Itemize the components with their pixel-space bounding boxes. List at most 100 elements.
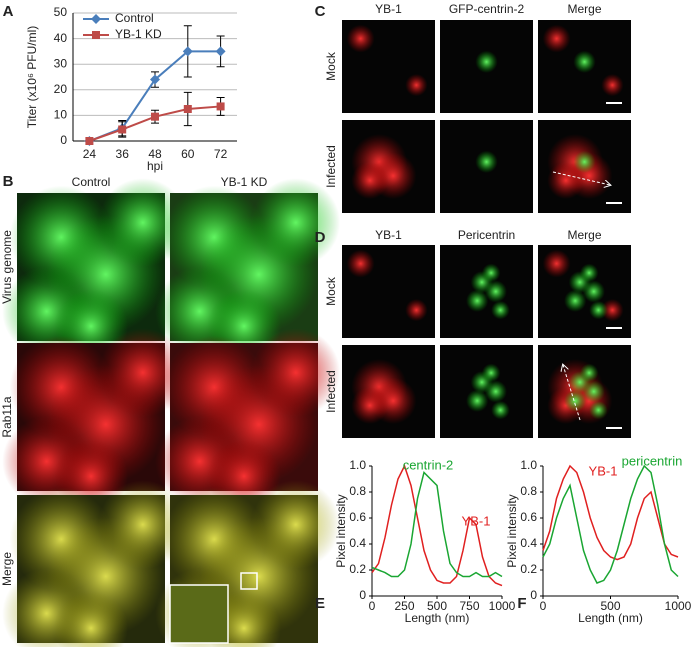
y-tick-label: 0	[530, 588, 537, 602]
signal	[346, 24, 375, 53]
label: Merge	[567, 2, 601, 16]
series-label: pericentrin	[622, 453, 683, 468]
y-tick-label: 0.6	[349, 510, 366, 524]
line	[89, 50, 221, 142]
y-axis-title: Titer (x10⁶ PFU/ml)	[25, 26, 39, 129]
y-tick-label: 10	[54, 108, 68, 122]
y-axis-title: Pixel intensity	[505, 494, 519, 567]
y-tick-label: 0	[60, 133, 67, 147]
x-axis-title: Length (nm)	[405, 611, 470, 625]
line	[371, 471, 503, 578]
marker	[215, 46, 226, 57]
legend-label: YB-1 KD	[115, 27, 162, 41]
label: Virus genome	[0, 230, 14, 304]
y-tick-label: 0.8	[520, 484, 537, 498]
signal	[573, 50, 596, 74]
signal	[484, 280, 507, 303]
y-tick-label: 0.8	[349, 484, 366, 498]
marker	[85, 137, 94, 145]
label: A	[3, 3, 14, 20]
label: C	[315, 3, 326, 20]
signal	[351, 161, 389, 200]
micrographs	[2, 20, 631, 647]
label: Infected	[324, 370, 338, 413]
inset-box	[240, 572, 258, 590]
x-tick-label: 72	[214, 147, 228, 161]
y-tick-label: 0.4	[520, 536, 537, 550]
signal	[547, 161, 585, 200]
x-tick-label: 1000	[665, 599, 692, 613]
signal	[582, 380, 605, 403]
signal	[481, 263, 501, 283]
marker	[91, 14, 101, 24]
signal	[573, 150, 596, 174]
x-tick-label: 60	[181, 147, 195, 161]
label: Mock	[324, 51, 338, 81]
y-axis-title: Pixel intensity	[334, 494, 348, 567]
y-tick-label: 20	[54, 82, 68, 96]
line	[371, 464, 503, 587]
signal	[491, 300, 510, 320]
series-label: centrin-2	[403, 457, 454, 472]
signal	[564, 289, 587, 312]
x-tick-label: 1000	[489, 599, 516, 613]
signal	[589, 400, 608, 420]
marker	[118, 125, 127, 134]
line	[542, 464, 679, 584]
x-tick-label: 500	[427, 599, 447, 613]
signal	[466, 389, 489, 412]
y-tick-label: 0	[359, 588, 366, 602]
label: E	[315, 595, 325, 612]
signal	[405, 298, 428, 322]
marker	[182, 46, 193, 57]
signal	[475, 50, 498, 74]
signal	[579, 363, 599, 383]
x-tick-label: 24	[83, 147, 97, 161]
signal	[542, 24, 571, 53]
signal	[251, 178, 341, 267]
x-axis-title: hpi	[147, 159, 163, 173]
signal	[579, 263, 599, 283]
arrow	[563, 365, 581, 421]
y-tick-label: 0.4	[349, 536, 366, 550]
signal	[491, 400, 510, 420]
series-label: YB-1	[462, 513, 491, 528]
signal	[251, 480, 341, 569]
signal	[582, 280, 605, 303]
signal	[564, 389, 587, 412]
y-tick-label: 1.0	[349, 458, 366, 472]
y-tick-label: 40	[54, 31, 68, 45]
label: F	[517, 595, 526, 612]
line	[542, 464, 679, 561]
marker	[183, 105, 192, 113]
x-axis-title: Length (nm)	[578, 611, 643, 625]
x-tick-label: 48	[148, 147, 162, 161]
label: YB-1	[375, 2, 402, 16]
signal	[475, 150, 498, 174]
label: D	[315, 229, 326, 246]
signal	[484, 380, 507, 403]
label: Mock	[324, 276, 338, 306]
x-tick-label: 36	[116, 147, 130, 161]
marker	[216, 102, 225, 111]
signal	[405, 73, 428, 97]
label: Pericentrin	[458, 228, 515, 242]
signal	[589, 300, 608, 320]
signal	[466, 289, 489, 312]
label: Control	[72, 175, 111, 189]
series-label: YB-1	[589, 463, 618, 478]
signal	[351, 386, 389, 425]
signal	[542, 249, 571, 278]
signal	[346, 249, 375, 278]
y-tick-label: 50	[54, 5, 68, 19]
x-tick-label: 750	[459, 599, 479, 613]
label: Infected	[324, 145, 338, 188]
x-tick-label: 500	[600, 599, 620, 613]
inset	[169, 584, 229, 644]
y-tick-label: 0.2	[520, 562, 537, 576]
label: YB-1	[375, 228, 402, 242]
y-tick-label: 0.2	[349, 562, 366, 576]
x-tick-label: 250	[394, 599, 414, 613]
